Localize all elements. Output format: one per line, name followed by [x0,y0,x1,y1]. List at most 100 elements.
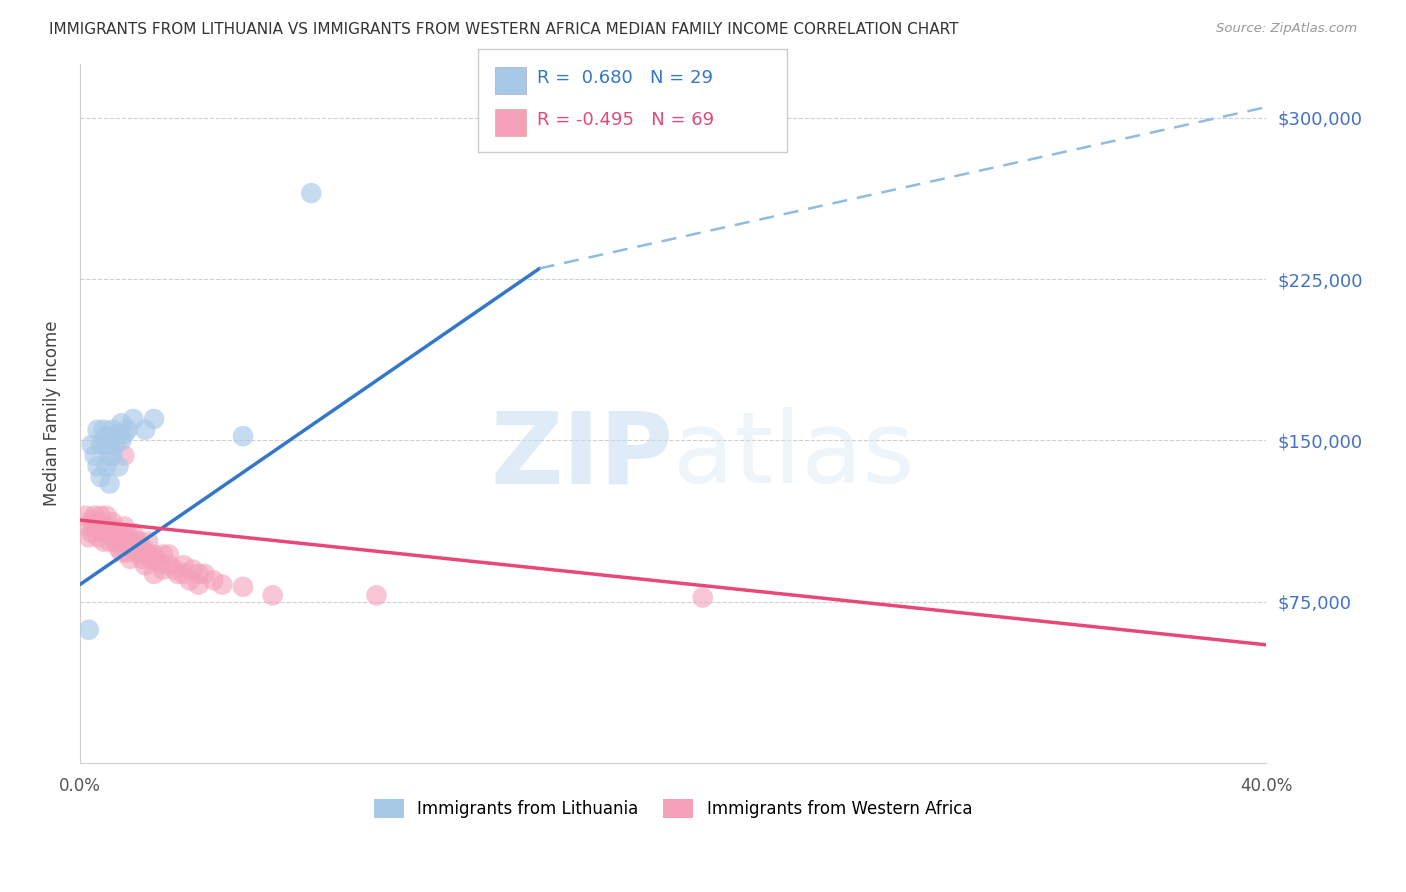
Point [211,577,233,591]
Point [104,534,127,549]
Point [112,427,135,442]
Point [86,423,108,437]
Point [110,434,132,448]
Point [122,412,145,426]
Point [139,551,162,566]
Point [146,551,169,566]
Point [93,534,115,549]
Point [83,519,105,533]
Point [107,459,129,474]
Point [112,449,135,463]
Point [104,429,127,443]
Point [181,562,204,576]
Point [131,541,153,555]
Point [173,558,195,573]
Point [96,459,118,474]
Point [112,534,135,549]
Point [107,526,129,541]
Point [80,526,103,541]
Point [232,429,254,443]
Text: ZIP: ZIP [491,407,673,504]
Point [143,412,166,426]
Text: R = -0.495   N = 69: R = -0.495 N = 69 [537,111,714,128]
Point [77,519,100,533]
Point [134,423,156,437]
Point [136,534,159,549]
Text: R =  0.680   N = 29: R = 0.680 N = 29 [537,69,713,87]
Point [110,545,132,559]
Point [90,524,112,538]
Point [110,530,132,544]
Point [101,449,124,463]
Point [143,548,166,562]
Point [187,577,209,591]
Point [75,508,97,523]
Point [692,591,714,605]
Point [152,548,174,562]
Point [122,526,145,541]
Point [93,438,115,452]
Point [98,519,121,533]
Point [90,470,112,484]
Point [128,545,150,559]
Point [98,476,121,491]
Point [120,551,142,566]
Point [77,530,100,544]
Point [86,459,108,474]
Y-axis label: Median Family Income: Median Family Income [44,321,60,507]
Point [98,524,121,538]
Point [101,423,124,437]
Point [112,519,135,533]
Point [187,566,209,581]
Point [143,566,166,581]
Point [149,556,172,570]
Point [86,530,108,544]
Point [83,508,105,523]
Point [96,508,118,523]
Point [117,545,139,559]
Point [299,186,322,201]
Point [98,438,121,452]
Point [128,534,150,549]
Point [117,423,139,437]
Point [152,562,174,576]
Point [125,545,148,559]
Point [107,541,129,555]
Point [136,548,159,562]
Point [104,524,127,538]
Point [179,574,201,588]
Point [104,438,127,452]
Text: atlas: atlas [673,407,915,504]
Point [120,534,142,549]
Point [96,429,118,443]
Point [134,558,156,573]
Point [98,534,121,549]
Text: Source: ZipAtlas.com: Source: ZipAtlas.com [1216,22,1357,36]
Point [101,515,124,529]
Point [98,449,121,463]
Point [157,558,180,573]
Point [83,449,105,463]
Point [80,513,103,527]
Point [262,588,284,602]
Point [117,526,139,541]
Point [93,423,115,437]
Point [86,515,108,529]
Point [166,566,188,581]
Point [93,519,115,533]
Point [90,438,112,452]
Point [80,438,103,452]
Point [157,548,180,562]
Point [232,580,254,594]
Point [193,566,215,581]
Legend: Immigrants from Lithuania, Immigrants from Western Africa: Immigrants from Lithuania, Immigrants fr… [367,793,979,825]
Point [202,574,225,588]
Text: IMMIGRANTS FROM LITHUANIA VS IMMIGRANTS FROM WESTERN AFRICA MEDIAN FAMILY INCOME: IMMIGRANTS FROM LITHUANIA VS IMMIGRANTS … [49,22,959,37]
Point [163,562,186,576]
Point [122,541,145,555]
Point [77,623,100,637]
Point [110,417,132,431]
Point [366,588,388,602]
Point [90,508,112,523]
Point [107,427,129,442]
